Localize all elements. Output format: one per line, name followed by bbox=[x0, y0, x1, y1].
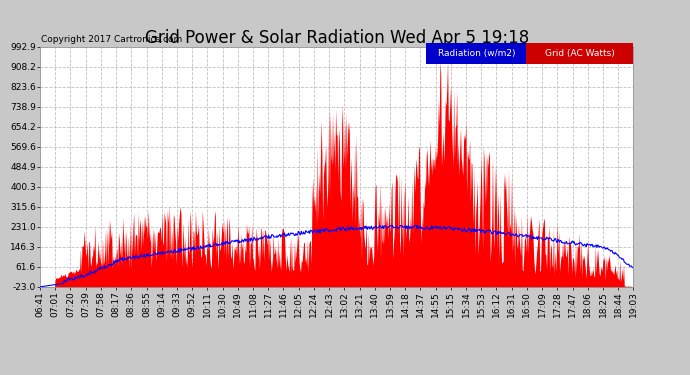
Text: Grid (AC Watts): Grid (AC Watts) bbox=[545, 49, 615, 58]
Title: Grid Power & Solar Radiation Wed Apr 5 19:18: Grid Power & Solar Radiation Wed Apr 5 1… bbox=[145, 29, 529, 47]
Text: Radiation (w/m2): Radiation (w/m2) bbox=[437, 49, 515, 58]
Text: Copyright 2017 Cartronics.com: Copyright 2017 Cartronics.com bbox=[41, 36, 182, 45]
